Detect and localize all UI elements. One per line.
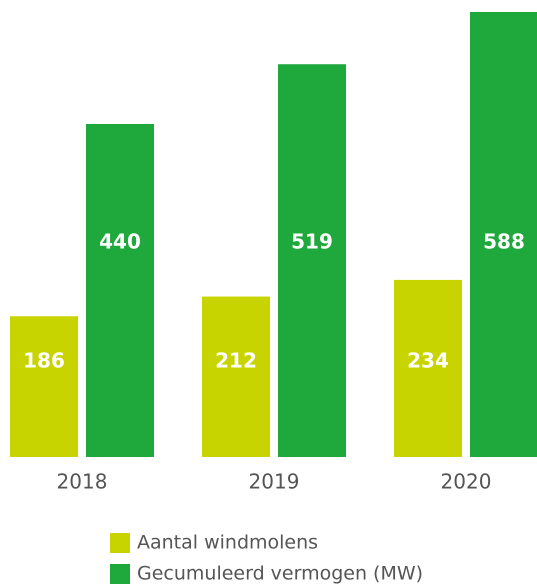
bar bbox=[278, 64, 346, 457]
legend-label: Aantal windmolens bbox=[137, 532, 318, 554]
value-label: 519 bbox=[291, 230, 333, 254]
x-tick-label: 2020 bbox=[441, 470, 492, 494]
value-label: 588 bbox=[483, 230, 525, 254]
bar bbox=[86, 124, 154, 457]
legend-label: Gecumuleerd vermogen (MW) bbox=[137, 563, 423, 585]
bar bbox=[470, 12, 537, 457]
bar bbox=[394, 279, 462, 457]
value-label: 212 bbox=[215, 349, 257, 373]
value-label: 234 bbox=[407, 349, 449, 373]
legend-swatch bbox=[110, 533, 130, 553]
bar bbox=[10, 316, 78, 457]
value-label: 440 bbox=[99, 230, 141, 254]
x-tick-label: 2019 bbox=[249, 470, 300, 494]
x-tick-label: 2018 bbox=[57, 470, 108, 494]
value-label: 186 bbox=[23, 349, 65, 373]
legend-swatch bbox=[110, 564, 130, 584]
bar bbox=[202, 296, 270, 457]
